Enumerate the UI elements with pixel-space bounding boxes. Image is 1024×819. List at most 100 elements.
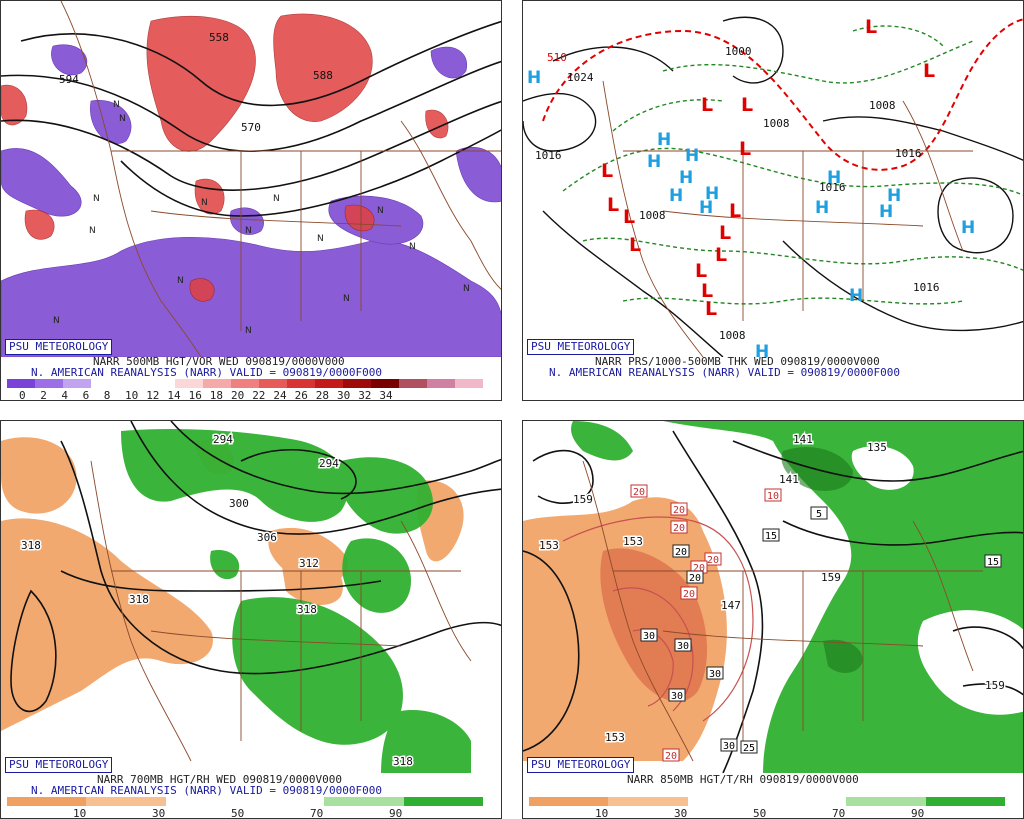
svg-text:10: 10: [767, 491, 779, 502]
svg-text:L: L: [715, 244, 727, 266]
svg-text:306: 306: [257, 531, 277, 544]
svg-text:141: 141: [779, 473, 799, 486]
colorbar-segment: [119, 379, 147, 388]
svg-text:20: 20: [673, 505, 685, 516]
colorbar-tick-label: 8: [103, 389, 111, 401]
svg-text:153: 153: [539, 539, 559, 552]
svg-text:H: H: [879, 202, 893, 222]
colorbar-segment: [175, 379, 203, 388]
colorbar-segment: [455, 379, 483, 388]
colorbar-segment: [7, 797, 87, 806]
colorbar-segment: [766, 797, 847, 806]
svg-text:N: N: [463, 284, 470, 294]
svg-text:294: 294: [213, 433, 233, 446]
svg-text:L: L: [601, 160, 613, 182]
svg-text:30: 30: [723, 741, 735, 752]
panel-title-line2: N. AMERICAN REANALYSIS (NARR) VALID = 09…: [549, 366, 900, 379]
svg-text:1008: 1008: [639, 209, 666, 222]
colorbar-segment: [529, 797, 609, 806]
colorbar-segment: [925, 797, 1005, 806]
svg-text:H: H: [679, 168, 693, 188]
svg-text:N: N: [409, 242, 416, 252]
svg-text:570: 570: [241, 121, 261, 134]
svg-text:L: L: [701, 94, 713, 116]
colorbar-tick-label: 28: [315, 389, 330, 401]
svg-text:N: N: [119, 114, 126, 124]
svg-text:1008: 1008: [719, 329, 746, 342]
svg-text:H: H: [961, 218, 975, 238]
svg-text:N: N: [377, 206, 384, 216]
colorbar-tick-label: 26: [294, 389, 308, 401]
colorbar-tick-label: 34: [379, 389, 393, 401]
colorbar-tick-label: 50: [231, 807, 245, 819]
svg-text:20: 20: [675, 547, 687, 558]
svg-text:N: N: [343, 294, 350, 304]
vorticity-colorbar: [7, 379, 483, 388]
svg-text:L: L: [865, 16, 877, 38]
svg-text:30: 30: [671, 691, 683, 702]
map-sfc-pressure-thickness: 510 1024 1000 1008 1008 1016 1016 1008 1…: [523, 1, 1023, 357]
panel-title-line1: NARR PRS/1000-500MB THK WED 090819/0000V…: [595, 355, 880, 368]
colorbar-segment: [147, 379, 175, 388]
svg-text:588: 588: [313, 69, 333, 82]
svg-text:H: H: [705, 184, 719, 204]
svg-text:N: N: [245, 326, 252, 336]
svg-text:N: N: [245, 226, 252, 236]
svg-text:N: N: [113, 100, 120, 110]
colorbar-tick-label: 30: [337, 389, 351, 401]
svg-text:L: L: [739, 138, 751, 160]
colorbar-segment: [287, 379, 315, 388]
colorbar-segment: [343, 379, 371, 388]
svg-text:135: 135: [867, 441, 887, 454]
svg-text:20: 20: [683, 589, 695, 600]
svg-text:20: 20: [707, 555, 719, 566]
svg-text:20: 20: [689, 573, 701, 584]
svg-text:159: 159: [985, 679, 1005, 692]
colorbar-segment: [324, 797, 404, 806]
colorbar-tick-label: 70: [832, 807, 846, 819]
svg-text:159: 159: [821, 571, 841, 584]
map-850mb-temp-rh: 159 153 153 147 141 141 159 159 153 135 …: [523, 421, 1023, 773]
svg-text:L: L: [705, 298, 717, 320]
svg-text:147: 147: [721, 599, 741, 612]
svg-text:1008: 1008: [763, 117, 790, 130]
colorbar-tick-label: 14: [167, 389, 181, 401]
svg-text:H: H: [669, 186, 683, 206]
svg-text:H: H: [827, 168, 841, 188]
colorbar-tick-label: 90: [911, 807, 925, 819]
svg-text:1008: 1008: [869, 99, 896, 112]
svg-text:312: 312: [299, 557, 319, 570]
svg-text:N: N: [273, 194, 280, 204]
panel-title-line1: NARR 500MB HGT/VOR WED 090819/0000V000: [93, 355, 345, 368]
colorbar-segment: [427, 379, 455, 388]
colorbar-segment: [86, 797, 166, 806]
svg-text:15: 15: [765, 531, 777, 542]
panel-title-line1: NARR 850MB HGT/T/RH 090819/0000V000: [627, 773, 859, 786]
colorbar-segment: [399, 379, 427, 388]
svg-text:N: N: [201, 198, 208, 208]
svg-text:318: 318: [21, 539, 41, 552]
colorbar-segment: [608, 797, 688, 806]
colorbar-tick-label: 12: [146, 389, 160, 401]
svg-text:141: 141: [793, 433, 813, 446]
colorbar-segment: [7, 379, 35, 388]
colorbar-segment: [259, 379, 287, 388]
colorbar-tick-label: 0: [19, 389, 26, 401]
svg-text:1024: 1024: [567, 71, 594, 84]
svg-text:L: L: [607, 194, 619, 216]
colorbar-segment: [403, 797, 483, 806]
svg-text:20: 20: [665, 751, 677, 762]
svg-text:318: 318: [393, 755, 413, 768]
rh-colorbar: [529, 797, 1005, 806]
colorbar-segment: [371, 379, 399, 388]
colorbar-tick-label: 22: [252, 389, 266, 401]
panel-title-line2: N. AMERICAN REANALYSIS (NARR) VALID = 09…: [31, 366, 382, 379]
svg-text:153: 153: [605, 731, 625, 744]
svg-text:30: 30: [643, 631, 655, 642]
svg-text:H: H: [755, 342, 769, 357]
svg-text:N: N: [177, 276, 184, 286]
colorbar-tick-label: 10: [595, 807, 609, 819]
colorbar-tick-label: 10: [73, 807, 87, 819]
